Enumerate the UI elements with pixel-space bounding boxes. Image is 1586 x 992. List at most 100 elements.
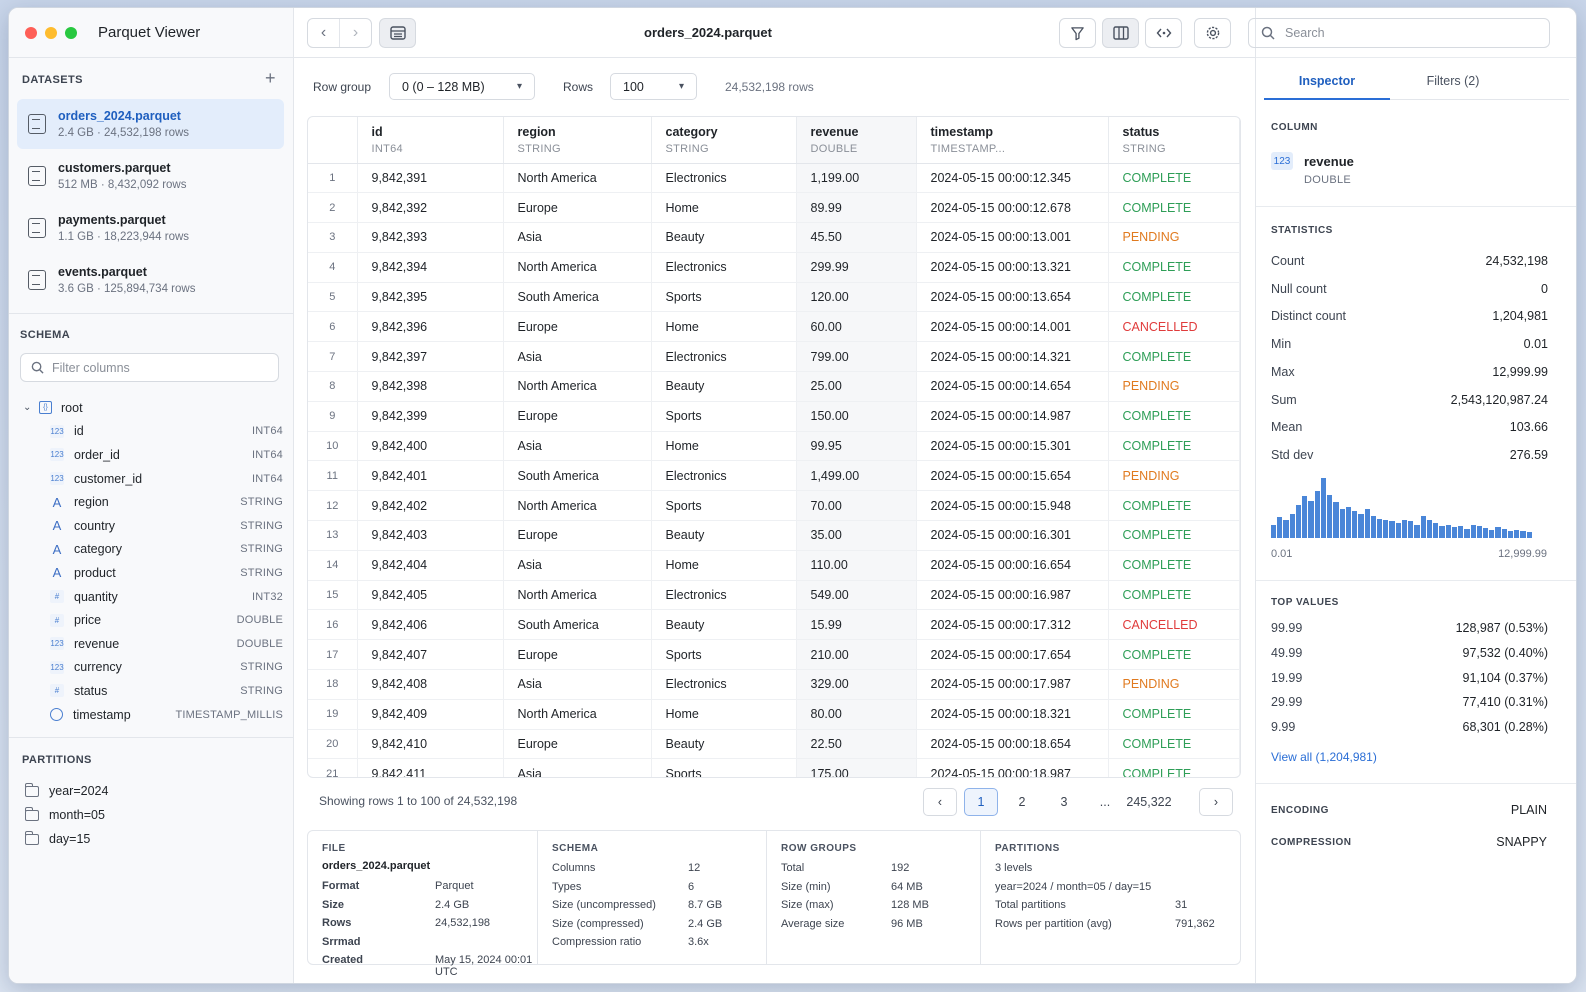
schema-field[interactable]: 123 currency STRING: [21, 656, 283, 680]
partition-item[interactable]: year=2024: [24, 782, 109, 798]
schema-field[interactable]: 123 customer_id INT64: [21, 467, 283, 491]
next-page-button[interactable]: ›: [1199, 788, 1233, 816]
schema-root[interactable]: ⌄ {} root: [21, 396, 283, 420]
table-row[interactable]: 7 9,842,397 Asia Electronics 799.00 2024-05-1…: [308, 341, 1240, 373]
column-header-category[interactable]: category STRING: [651, 117, 797, 164]
table-row[interactable]: 2 9,842,392 Europe Home 89.99 2024-05-15 00:0…: [308, 192, 1240, 224]
close-window-button[interactable]: [25, 27, 37, 39]
table-cell: 9,842,400: [357, 431, 504, 462]
histogram-bar: [1339, 509, 1345, 538]
top-value-row[interactable]: 9.99 68,301 (0.28%): [1271, 720, 1548, 734]
table-row[interactable]: 1 9,842,391 North America Electronics 1,199.…: [308, 163, 1240, 194]
column-header-revenue[interactable]: revenue DOUBLE: [796, 117, 917, 164]
prev-page-button[interactable]: ‹: [923, 788, 957, 816]
dataset-item[interactable]: customers.parquet 512 MB · 8,432,092 rows: [17, 151, 284, 201]
partition-item[interactable]: month=05: [24, 806, 105, 822]
table-row[interactable]: 21 9,842,411 Asia Sports 175.00 2024-05-15 00…: [308, 758, 1240, 777]
table-row[interactable]: 6 9,842,396 Europe Home 60.00 2024-05-15 00:0…: [308, 311, 1240, 343]
column-header-id[interactable]: id INT64: [357, 117, 504, 164]
forward-button[interactable]: ›: [339, 19, 371, 47]
column-header-status[interactable]: status STRING: [1108, 117, 1240, 164]
table-row[interactable]: 14 9,842,404 Asia Home 110.00 2024-05-15 00:0…: [308, 550, 1240, 581]
statistics-header: STATISTICS: [1271, 225, 1333, 236]
table-row[interactable]: 3 9,842,393 Asia Beauty 45.50 2024-05-15 00:0…: [308, 222, 1240, 253]
partition-label: day=15: [49, 832, 91, 846]
table-cell: 70.00: [796, 490, 917, 522]
row-group-select[interactable]: 0 (0 – 128 MB) ▾: [389, 73, 535, 100]
table-icon: [389, 26, 406, 40]
table-row[interactable]: 17 9,842,407 Europe Sports 210.00 2024-05-15 …: [308, 639, 1240, 671]
histogram-bar: [1458, 526, 1464, 538]
info-row: Rows 24,532,198: [322, 917, 537, 936]
page-button[interactable]: 3: [1060, 795, 1068, 809]
table-cell: 120.00: [796, 282, 917, 313]
number-type-icon: #: [50, 590, 64, 604]
schema-root-label: root: [61, 400, 83, 415]
top-value-row[interactable]: 29.99 77,410 (0.31%): [1271, 695, 1548, 709]
tab-filters[interactable]: Filters (2): [1426, 74, 1480, 88]
table-cell: 9,842,402: [357, 490, 504, 522]
rows-value: 100: [623, 79, 644, 94]
dataset-item[interactable]: orders_2024.parquet 2.4 GB · 24,532,198 r…: [17, 99, 284, 149]
view-all-link[interactable]: View all (1,204,981): [1271, 750, 1377, 764]
schema-field[interactable]: 123 id INT64: [21, 420, 283, 444]
table-row[interactable]: 19 9,842,409 North America Home 80.00 2024-05…: [308, 699, 1240, 730]
zoom-window-button[interactable]: [65, 27, 77, 39]
column-header-region[interactable]: region STRING: [503, 117, 652, 164]
top-value-row[interactable]: 19.99 91,104 (0.37%): [1271, 671, 1548, 685]
columns-button[interactable]: [1102, 18, 1139, 48]
table-row[interactable]: 12 9,842,402 North America Sports 70.00 2024-…: [308, 490, 1240, 522]
table-row[interactable]: 8 9,842,398 North America Beauty 25.00 2024-0…: [308, 371, 1240, 402]
schema-field[interactable]: # status STRING: [21, 679, 283, 703]
dataset-item[interactable]: events.parquet 3.6 GB · 125,894,734 rows: [17, 255, 284, 305]
table-row[interactable]: 9 9,842,399 Europe Sports 150.00 2024-05-15 0…: [308, 401, 1240, 432]
minimize-window-button[interactable]: [45, 27, 57, 39]
rows-select[interactable]: 100 ▾: [610, 73, 697, 100]
dataset-item[interactable]: payments.parquet 1.1 GB · 18,223,944 rows: [17, 203, 284, 253]
chevron-down-icon: ▾: [516, 81, 522, 92]
schema-field[interactable]: 123 revenue DOUBLE: [21, 632, 283, 656]
table-cell: PENDING: [1108, 222, 1240, 253]
table-row[interactable]: 10 9,842,400 Asia Home 99.95 2024-05-15 00:00…: [308, 431, 1240, 462]
schema-field[interactable]: # quantity INT32: [21, 585, 283, 609]
partition-label: year=2024: [49, 784, 109, 798]
row-number: 6: [308, 311, 358, 343]
filter-button[interactable]: [1059, 18, 1096, 48]
page-button[interactable]: 2: [1018, 795, 1026, 809]
table-row[interactable]: 16 9,842,406 South America Beauty 15.99 2024-…: [308, 609, 1240, 641]
table-row[interactable]: 18 9,842,408 Asia Electronics 329.00 2024-05-…: [308, 669, 1240, 700]
table-cell: COMPLETE: [1108, 192, 1240, 224]
schema-field[interactable]: # price DOUBLE: [21, 608, 283, 632]
code-view-button[interactable]: [1145, 18, 1182, 48]
settings-button[interactable]: [1194, 18, 1231, 48]
table-row[interactable]: 20 9,842,410 Europe Beauty 22.50 2024-05-15 0…: [308, 729, 1240, 760]
back-button[interactable]: ‹: [320, 24, 327, 41]
filter-columns-input[interactable]: Filter columns: [20, 353, 279, 382]
info-row: Rows per partition (avg) 791,362: [995, 918, 1241, 937]
top-value-row[interactable]: 49.99 97,532 (0.40%): [1271, 646, 1548, 660]
page-button[interactable]: 1: [964, 788, 998, 816]
schema-field[interactable]: timestamp TIMESTAMP_MILLIS: [21, 703, 283, 727]
table-row[interactable]: 5 9,842,395 South America Sports 120.00 2024-…: [308, 282, 1240, 313]
partition-item[interactable]: day=15: [24, 830, 91, 846]
column-header-timestamp[interactable]: timestamp TIMESTAMP...: [916, 117, 1109, 164]
table-row[interactable]: 11 9,842,401 South America Electronics 1,499…: [308, 460, 1240, 492]
search-input[interactable]: Search: [1248, 18, 1550, 48]
table-cell: COMPLETE: [1108, 520, 1240, 551]
table-row[interactable]: 13 9,842,403 Europe Beauty 35.00 2024-05-15 0…: [308, 520, 1240, 551]
table-row[interactable]: 15 9,842,405 North America Electronics 549.0…: [308, 580, 1240, 611]
chevron-down-icon[interactable]: ⌄: [23, 402, 32, 414]
top-value-row[interactable]: 99.99 128,987 (0.53%): [1271, 621, 1548, 635]
info-label: Created: [322, 954, 363, 966]
page-button[interactable]: 245,322: [1126, 795, 1172, 809]
schema-field[interactable]: 123 order_id INT64: [21, 443, 283, 467]
table-view-button[interactable]: [379, 18, 416, 48]
add-dataset-button[interactable]: +: [265, 68, 276, 88]
tab-inspector[interactable]: Inspector: [1264, 70, 1390, 100]
info-label: Total partitions: [995, 899, 1066, 911]
table-row[interactable]: 4 9,842,394 North America Electronics 299.99…: [308, 252, 1240, 283]
